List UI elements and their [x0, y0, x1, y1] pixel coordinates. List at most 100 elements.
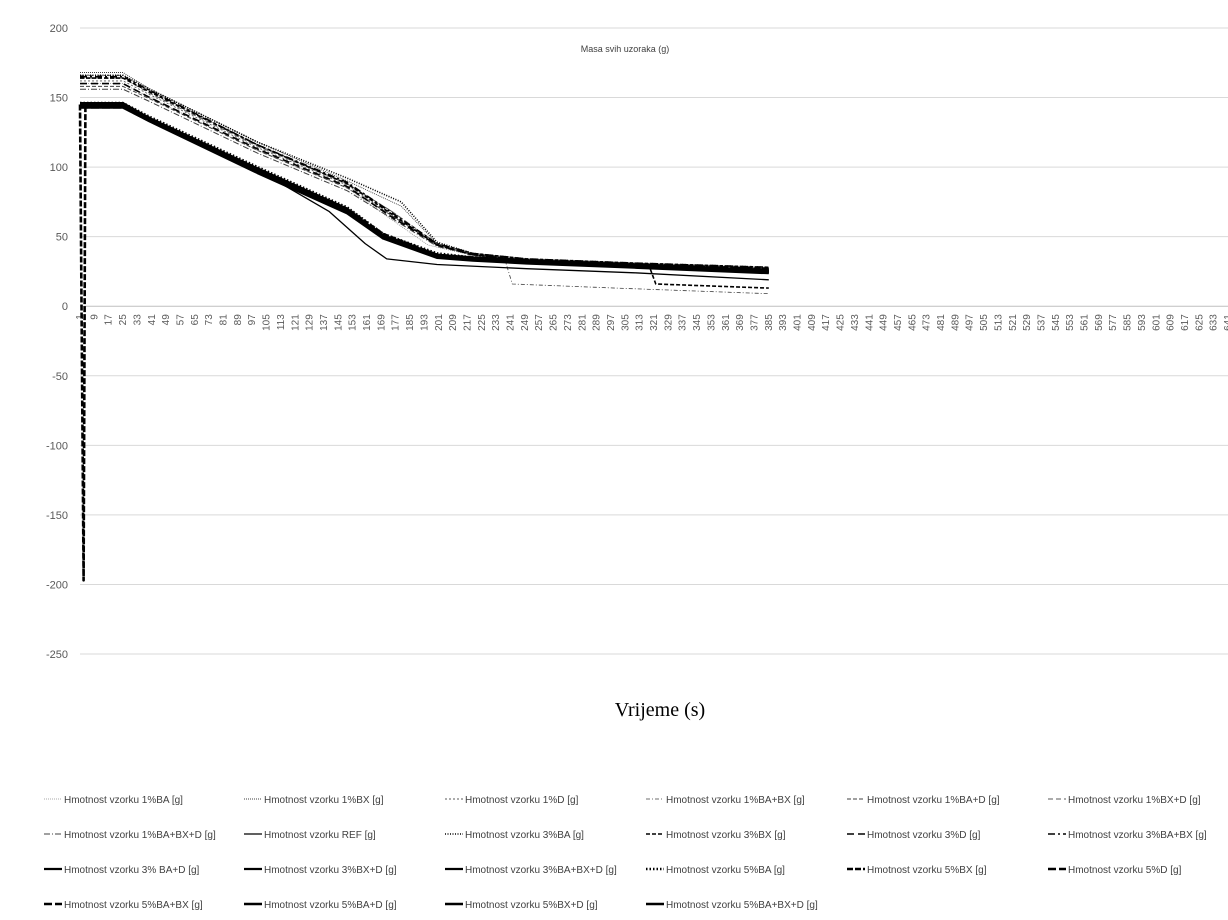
x-tick-label: 473	[922, 314, 933, 331]
chart-title: Masa svih uzoraka (g)	[581, 44, 670, 54]
x-tick-label: 137	[319, 314, 330, 331]
x-tick-label: 265	[549, 314, 560, 331]
x-tick-label: 537	[1036, 314, 1047, 331]
legend-entry: Hmotnost vzorku 5%D [g]	[1068, 865, 1182, 876]
legend-entry: Hmotnost vzorku 1%BA+BX+D [g]	[64, 830, 216, 841]
legend-entry: Hmotnost vzorku 3% BA+D [g]	[64, 865, 200, 876]
legend-entry: Hmotnost vzorku 5%BX+D [g]	[465, 900, 598, 911]
x-tick-label: 145	[333, 314, 344, 331]
x-tick-label: 185	[405, 314, 416, 331]
x-tick-label: 33	[132, 314, 143, 326]
series-line	[80, 88, 769, 271]
series-line	[80, 101, 769, 273]
x-axis-title: Vrijeme (s)	[615, 699, 705, 721]
legend-entry: Hmotnost vzorku 5%BA [g]	[666, 865, 785, 876]
y-tick-label: 0	[62, 301, 68, 313]
legend-entry: Hmotnost vzorku 5%BX [g]	[867, 865, 987, 876]
legend-entry: Hmotnost vzorku 1%BX+D [g]	[1068, 795, 1201, 806]
legend-entry: Hmotnost vzorku 3%BA+BX [g]	[1068, 830, 1207, 841]
x-tick-label: 633	[1209, 314, 1220, 331]
x-tick-label: 569	[1094, 314, 1105, 331]
legend-entry: Hmotnost vzorku 5%BA+BX [g]	[64, 900, 203, 911]
series-line	[80, 103, 769, 272]
x-tick-label: 129	[305, 314, 316, 331]
x-tick-label: 289	[592, 314, 603, 331]
series-lines	[78, 72, 769, 582]
legend-entry: Hmotnost vzorku 5%BA+BX+D [g]	[666, 900, 818, 911]
x-tick-label: 417	[821, 314, 832, 331]
x-tick-label: 465	[907, 314, 918, 331]
y-tick-label: 50	[56, 232, 68, 244]
x-tick-label: 497	[965, 314, 976, 331]
x-tick-label: 441	[864, 314, 875, 331]
x-tick-label: 281	[577, 314, 588, 331]
x-tick-label: 273	[563, 314, 574, 331]
x-tick-label: 321	[649, 314, 660, 331]
x-tick-label: 449	[879, 314, 890, 331]
series-line	[80, 83, 769, 271]
series-line	[78, 103, 769, 582]
x-tick-label: 305	[620, 314, 631, 331]
series-line	[80, 104, 769, 273]
x-tick-label: 57	[175, 314, 186, 326]
x-tick-label: 17	[104, 314, 115, 326]
legend-entry: Hmotnost vzorku 1%BX [g]	[264, 795, 384, 806]
legend-entry: Hmotnost vzorku 1%D [g]	[465, 795, 579, 806]
x-tick-label: 433	[850, 314, 861, 331]
y-tick-label: 100	[50, 162, 68, 174]
legend-entry: Hmotnost vzorku 3%BA [g]	[465, 830, 584, 841]
x-tick-label: 9	[89, 314, 100, 320]
x-tick-label: 249	[520, 314, 531, 331]
x-tick-label: 41	[147, 314, 158, 326]
y-tick-label: -100	[46, 440, 68, 452]
x-tick-label: 169	[376, 314, 387, 331]
series-line	[80, 82, 769, 270]
legend: Hmotnost vzorku 1%BA [g] Hmotnost vzorku …	[44, 795, 1207, 911]
x-tick-label: 49	[161, 314, 172, 326]
x-tick-label: 81	[219, 314, 230, 326]
x-tick-label: 545	[1051, 314, 1062, 331]
x-tick-label: 601	[1151, 314, 1162, 331]
y-tick-label: -50	[52, 371, 68, 383]
x-tick-label: 353	[706, 314, 717, 331]
x-tick-label: 513	[993, 314, 1004, 331]
legend-entry: Hmotnost vzorku 3%BX [g]	[666, 830, 786, 841]
x-tick-label: 409	[807, 314, 818, 331]
x-tick-label: 361	[721, 314, 732, 331]
x-tick-label: 377	[749, 314, 760, 331]
legend-entry: Hmotnost vzorku 3%D [g]	[867, 830, 981, 841]
x-tick-label: 641	[1223, 314, 1228, 331]
legend-entry: Hmotnost vzorku 5%BA+D [g]	[264, 900, 397, 911]
y-axis-tick-labels: 200 150 100 50 0 -50 -100 -150 -200 -250	[46, 23, 68, 661]
x-tick-label: 521	[1008, 314, 1019, 331]
x-tick-label: 241	[506, 314, 517, 331]
series-line	[80, 75, 769, 269]
x-tick-label: 297	[606, 314, 617, 331]
x-tick-label: 481	[936, 314, 947, 331]
y-tick-label: 150	[50, 93, 68, 105]
series-line	[80, 77, 769, 268]
x-tick-label: 593	[1137, 314, 1148, 331]
x-tick-label: 505	[979, 314, 990, 331]
x-tick-label: 153	[348, 314, 359, 331]
legend-entry: Hmotnost vzorku 1%BA [g]	[64, 795, 183, 806]
x-tick-label: 97	[247, 314, 258, 326]
x-tick-label: 337	[678, 314, 689, 331]
x-tick-label: 161	[362, 314, 373, 331]
y-tick-label: 200	[50, 23, 68, 35]
y-tick-label: -150	[46, 510, 68, 522]
x-tick-label: 257	[534, 314, 545, 331]
x-tick-label: 193	[419, 314, 430, 331]
series-line	[80, 77, 769, 289]
x-tick-label: 577	[1108, 314, 1119, 331]
x-tick-label: 553	[1065, 314, 1076, 331]
x-tick-label: 345	[692, 314, 703, 331]
x-tick-label: 217	[462, 314, 473, 331]
x-tick-label: 201	[434, 314, 445, 331]
x-tick-label: 25	[118, 314, 129, 326]
x-tick-label: 385	[764, 314, 775, 331]
series-line	[80, 72, 769, 270]
x-tick-label: 209	[448, 314, 459, 331]
x-tick-label: 329	[663, 314, 674, 331]
x-tick-label: 609	[1166, 314, 1177, 331]
